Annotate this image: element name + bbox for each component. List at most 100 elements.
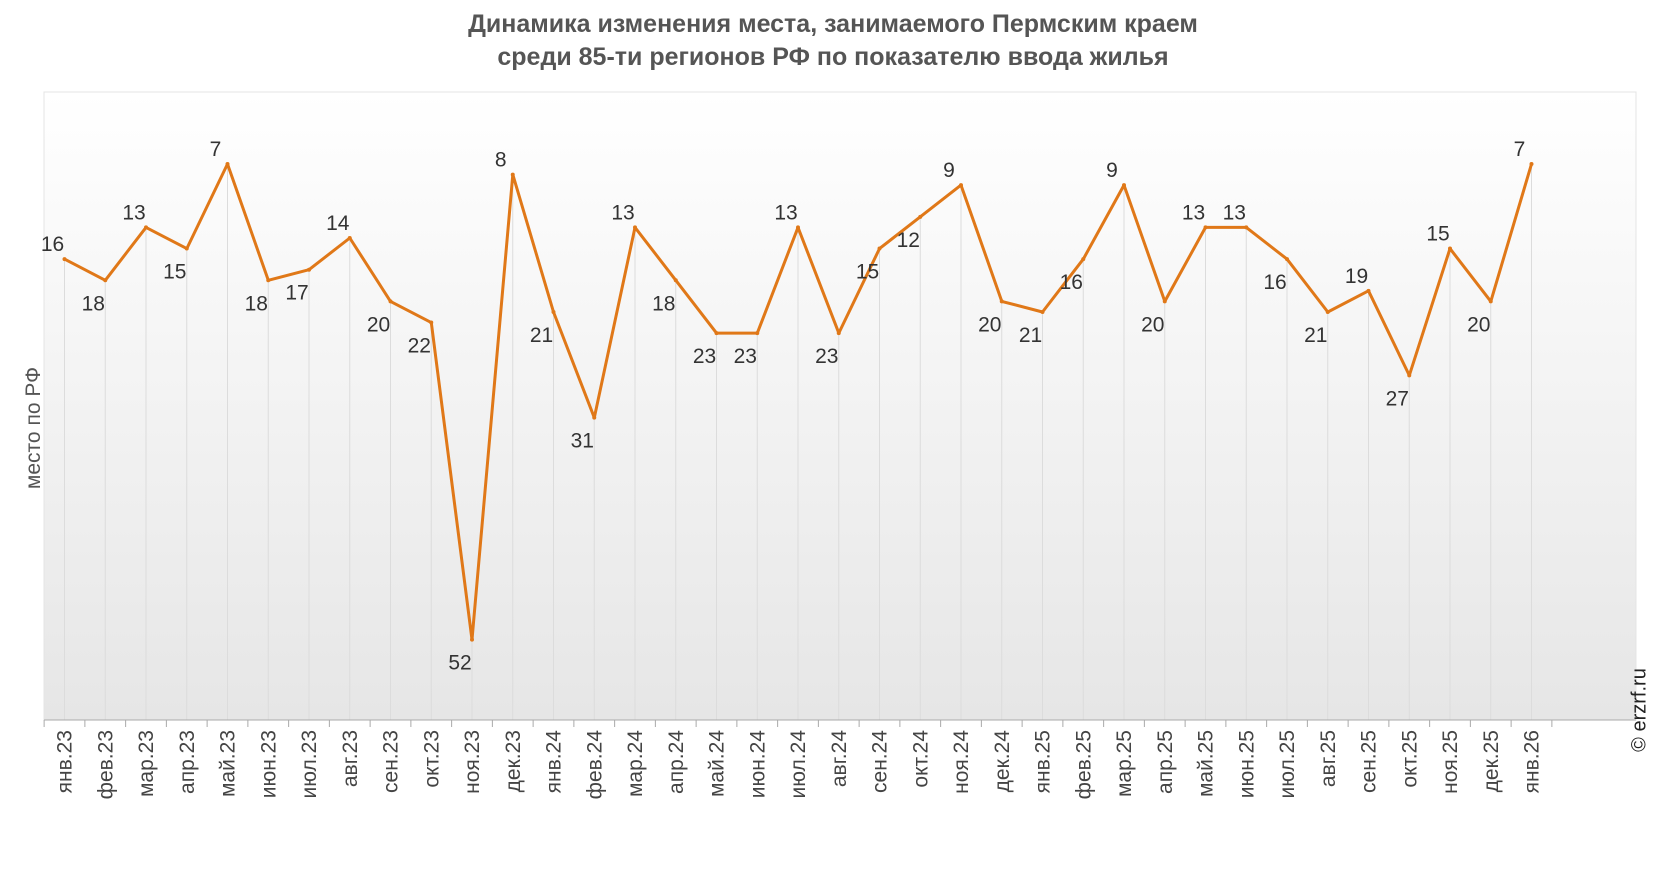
data-point bbox=[103, 278, 108, 283]
data-label: 16 bbox=[1263, 271, 1286, 294]
data-label: 31 bbox=[571, 430, 594, 453]
x-tick-label: окт.25 bbox=[1398, 730, 1421, 788]
data-point bbox=[1366, 288, 1371, 293]
x-tick-label: апр.23 bbox=[176, 730, 199, 794]
data-point bbox=[918, 214, 923, 219]
data-point bbox=[429, 320, 434, 325]
data-label: 20 bbox=[367, 313, 390, 336]
chart-title-line-2: среди 85-ти регионов РФ по показателю вв… bbox=[497, 43, 1169, 71]
x-tick-label: янв.26 bbox=[1521, 730, 1544, 793]
data-point bbox=[62, 257, 67, 262]
data-label: 18 bbox=[652, 292, 675, 315]
x-tick-label: авг.24 bbox=[828, 730, 851, 787]
data-label: 27 bbox=[1386, 387, 1409, 410]
data-point bbox=[1162, 299, 1167, 304]
data-point bbox=[1244, 225, 1249, 230]
chart-title-line-1: Динамика изменения места, занимаемого Пе… bbox=[468, 10, 1198, 38]
data-point bbox=[633, 225, 637, 230]
data-label: 18 bbox=[245, 292, 268, 315]
data-point bbox=[755, 331, 760, 336]
x-tick-label: сен.23 bbox=[380, 730, 403, 793]
data-label: 14 bbox=[326, 212, 350, 235]
x-tick-label: ноя.23 bbox=[461, 730, 484, 794]
data-point bbox=[1285, 257, 1289, 262]
data-label: 18 bbox=[82, 292, 105, 315]
data-point bbox=[1040, 309, 1045, 314]
x-tick-label: янв.24 bbox=[543, 730, 566, 794]
x-tick-label: окт.23 bbox=[420, 730, 443, 788]
data-point bbox=[266, 278, 271, 283]
x-tick-label: дек.23 bbox=[502, 730, 525, 792]
chart-title: Динамика изменения места, занимаемого Пе… bbox=[0, 8, 1666, 74]
data-point bbox=[184, 246, 189, 251]
x-tick-label: авг.23 bbox=[339, 730, 362, 787]
data-label: 52 bbox=[448, 652, 471, 675]
data-point bbox=[225, 162, 230, 166]
data-point bbox=[836, 331, 841, 336]
data-point bbox=[999, 299, 1004, 304]
x-tick-label: мар.24 bbox=[624, 730, 647, 797]
data-point bbox=[592, 415, 597, 420]
x-tick-label: июл.25 bbox=[1276, 730, 1299, 798]
data-label: 15 bbox=[1426, 223, 1449, 246]
x-tick-label: мар.23 bbox=[135, 730, 158, 797]
data-label: 13 bbox=[774, 201, 797, 224]
data-point bbox=[1448, 246, 1452, 251]
x-tick-label: ноя.24 bbox=[950, 730, 973, 794]
data-label: 17 bbox=[285, 282, 308, 305]
data-label: 21 bbox=[1304, 324, 1327, 347]
data-point bbox=[1407, 373, 1412, 378]
data-label: 23 bbox=[693, 345, 716, 368]
data-point bbox=[1529, 162, 1534, 166]
data-label: 7 bbox=[210, 138, 222, 161]
data-point bbox=[144, 225, 148, 230]
x-tick-label: сен.25 bbox=[1358, 730, 1381, 793]
x-tick-label: май.24 bbox=[706, 730, 729, 797]
x-tick-label: янв.25 bbox=[1032, 730, 1055, 793]
x-tick-label: сен.24 bbox=[869, 730, 892, 793]
x-tick-label: июн.24 bbox=[746, 730, 769, 799]
data-point bbox=[714, 331, 719, 336]
data-label: 23 bbox=[734, 345, 757, 368]
data-point bbox=[1488, 299, 1493, 304]
data-label: 12 bbox=[897, 229, 920, 252]
data-label: 15 bbox=[163, 261, 186, 284]
x-tick-label: апр.25 bbox=[1154, 730, 1177, 794]
x-tick-label: июл.24 bbox=[787, 730, 810, 799]
data-label: 9 bbox=[1106, 159, 1118, 182]
x-tick-label: июн.25 bbox=[1235, 730, 1258, 798]
data-point bbox=[1081, 257, 1086, 262]
data-label: 7 bbox=[1514, 138, 1526, 161]
x-tick-label: фев.23 bbox=[94, 730, 117, 799]
data-point bbox=[551, 309, 556, 314]
x-tick-label: ноя.25 bbox=[1439, 730, 1462, 794]
data-point bbox=[1325, 309, 1330, 314]
data-point bbox=[1122, 183, 1126, 188]
x-tick-label: дек.25 bbox=[1480, 730, 1503, 792]
data-label: 20 bbox=[1467, 313, 1490, 336]
x-tick-label: май.23 bbox=[217, 730, 240, 797]
x-tick-label: янв.23 bbox=[54, 730, 77, 793]
data-label: 16 bbox=[1060, 271, 1083, 294]
data-point bbox=[673, 278, 678, 283]
data-label: 22 bbox=[408, 335, 431, 358]
x-tick-label: дек.24 bbox=[991, 730, 1014, 793]
data-point bbox=[877, 246, 882, 251]
x-tick-label: май.25 bbox=[1195, 730, 1218, 797]
data-point bbox=[510, 172, 515, 177]
data-label: 13 bbox=[1182, 201, 1205, 224]
x-tick-label: апр.24 bbox=[665, 730, 688, 794]
data-point bbox=[1203, 225, 1208, 230]
data-point bbox=[959, 183, 963, 188]
data-label: 23 bbox=[815, 345, 838, 368]
data-point bbox=[307, 267, 311, 272]
data-point bbox=[388, 299, 393, 304]
data-point bbox=[796, 225, 800, 230]
x-tick-label: фев.24 bbox=[583, 730, 606, 800]
data-label: 19 bbox=[1345, 265, 1368, 288]
watermark: © erzrf.ru bbox=[1628, 668, 1651, 752]
data-point bbox=[347, 235, 352, 240]
data-label: 20 bbox=[978, 313, 1001, 336]
data-label: 21 bbox=[530, 324, 553, 347]
